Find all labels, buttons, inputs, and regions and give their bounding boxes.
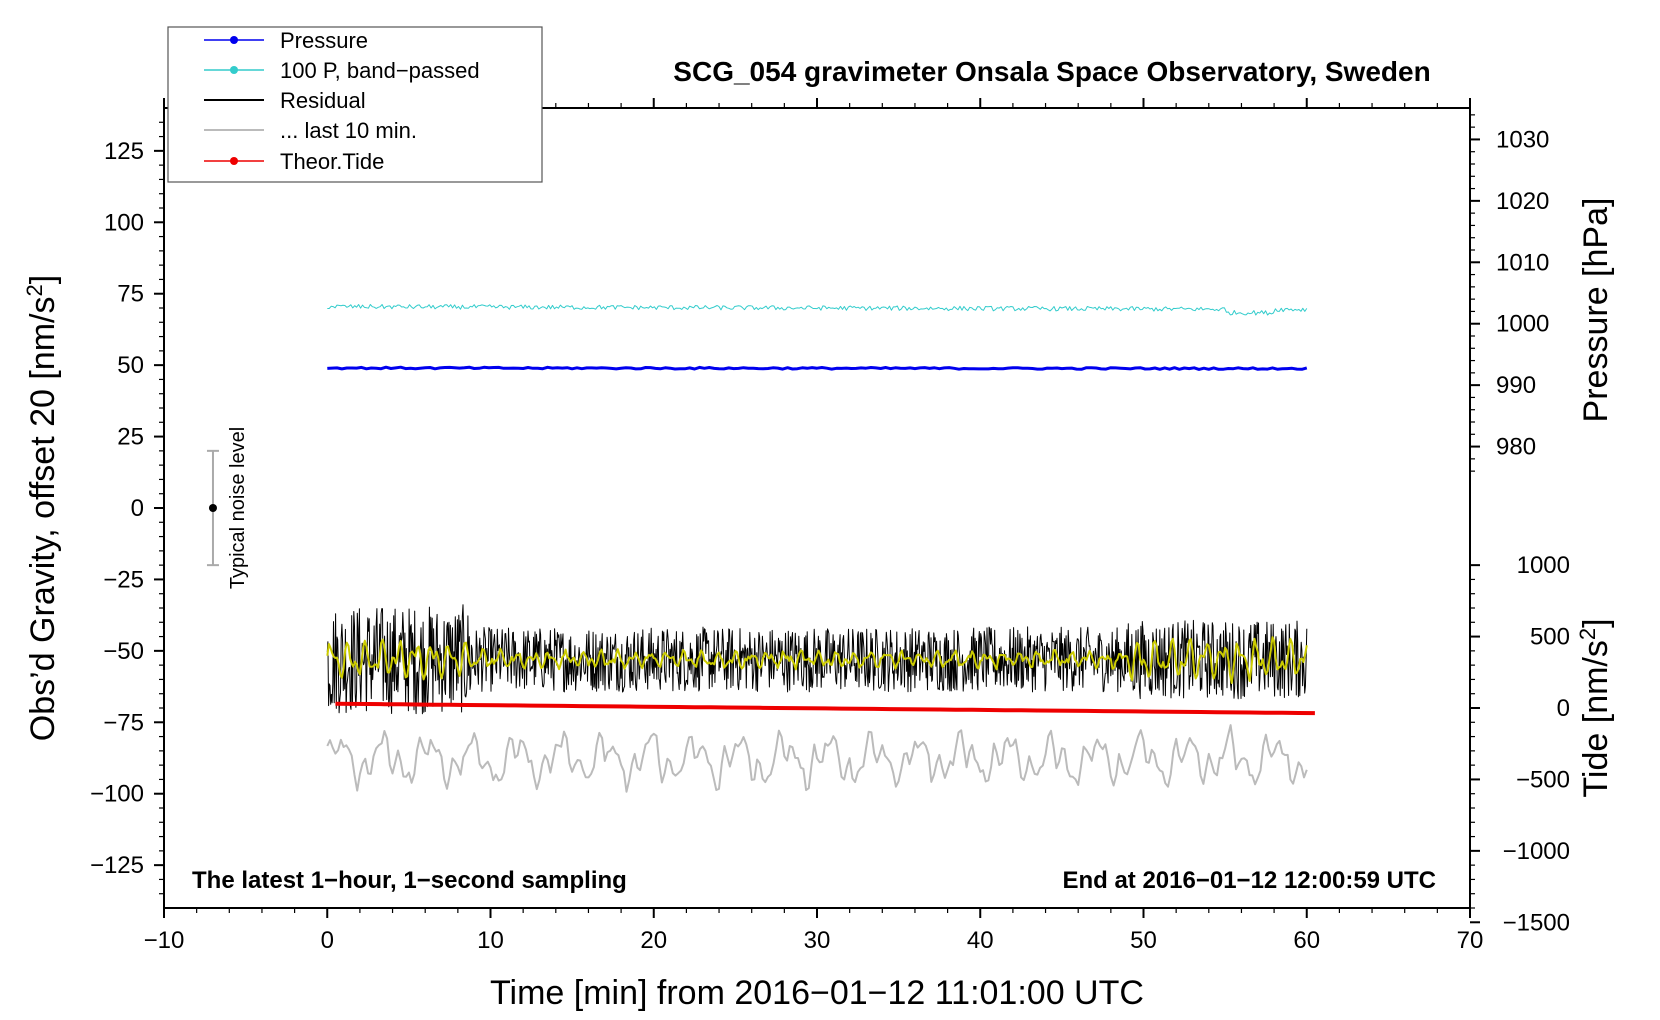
- tide-tick-label: −1500: [1503, 909, 1570, 936]
- legend-item-band-passed: 100 P, band−passed: [204, 58, 480, 83]
- y-tick-label: 0: [131, 495, 144, 522]
- tide-tick-label: 1000: [1517, 552, 1570, 579]
- tide-axis-title-sup: 2: [1575, 628, 1600, 640]
- y-tick-label: −25: [103, 566, 144, 593]
- pressure-tick-label: 1030: [1496, 126, 1549, 153]
- series-pressure: [327, 365, 1308, 371]
- annotation-sampling: The latest 1−hour, 1−second sampling: [192, 867, 627, 894]
- legend: Pressure 100 P, band−passed Residual ...…: [167, 26, 543, 183]
- series-residual: [326, 604, 1308, 715]
- series-band-passed-pressure: [327, 304, 1308, 316]
- pressure-tick-label: 990: [1496, 372, 1536, 399]
- y-axis-title-left: Obs’d Gravity, offset 20 [nm/s2]: [22, 275, 62, 741]
- x-tick-label: 20: [640, 927, 667, 954]
- chart-title: SCG_054 gravimeter Onsala Space Observat…: [673, 56, 1430, 87]
- x-tick-label: 10: [477, 927, 504, 954]
- x-tick-label: 40: [967, 927, 994, 954]
- legend-marker-band-passed: [230, 66, 238, 74]
- tide-tick-label: 0: [1557, 695, 1570, 722]
- y-axis-left: 125 100 75 50 25 0 −25 −50 −75 −100 −125: [90, 121, 164, 895]
- legend-item-last-10-min: ... last 10 min.: [204, 118, 417, 143]
- x-tick-label: 50: [1130, 927, 1157, 954]
- pressure-tick-label: 1010: [1496, 249, 1549, 276]
- x-tick-label: 70: [1457, 927, 1484, 954]
- y-tick-label: −75: [103, 709, 144, 736]
- legend-box: [167, 26, 543, 183]
- y-axis-title-left-main: Obs’d Gravity, offset 20 [nm/s: [24, 297, 62, 742]
- y-tick-label: −50: [103, 638, 144, 665]
- y-tick-label: 125: [104, 138, 144, 165]
- noise-center-dot: [208, 504, 217, 512]
- tide-tick-label: 500: [1530, 624, 1570, 651]
- x-tick-label: 30: [804, 927, 831, 954]
- x-tick-label: 0: [321, 927, 334, 954]
- pressure-tick-label: 980: [1496, 434, 1536, 461]
- series-layer: [326, 304, 1315, 793]
- tide-axis: 1000 500 0 −500 −1000 −1500: [1470, 552, 1570, 936]
- tide-axis-title-close: ]: [1577, 618, 1615, 627]
- annotation-end-time: End at 2016−01−12 12:00:59 UTC: [1062, 867, 1436, 894]
- x-axis: −10 0 10 20 30 40 50 60 70: [144, 98, 1484, 954]
- series-last-10-min: [326, 724, 1308, 793]
- x-axis-title: Time [min] from 2016−01−12 11:01:00 UTC: [490, 974, 1144, 1012]
- pressure-axis: 1030 1020 1010 1000 990 980: [1470, 114, 1549, 472]
- series-residual-smoothed: [326, 636, 1308, 684]
- tide-axis-title: Tide [nm/s2]: [1575, 618, 1615, 797]
- tide-axis-title-main: Tide [nm/s: [1577, 640, 1615, 797]
- x-tick-label: 60: [1293, 927, 1320, 954]
- pressure-axis-title: Pressure [hPa]: [1577, 198, 1615, 423]
- noise-label: Typical noise level: [227, 427, 249, 589]
- x-tick-label: −10: [144, 927, 185, 954]
- y-tick-label: −100: [90, 781, 144, 808]
- y-tick-label: 75: [117, 281, 144, 308]
- plot-frame: [163, 107, 1471, 909]
- legend-label-last-10-min: ... last 10 min.: [280, 118, 417, 143]
- y-tick-label: 50: [117, 352, 144, 379]
- legend-marker-theor-tide: [230, 157, 238, 165]
- legend-label-pressure: Pressure: [280, 28, 368, 53]
- legend-label-residual: Residual: [280, 88, 366, 113]
- series-theor-tide: [335, 701, 1315, 716]
- legend-item-theor-tide: Theor.Tide: [204, 149, 384, 174]
- y-tick-label: 25: [117, 424, 144, 451]
- legend-item-pressure: Pressure: [204, 28, 368, 53]
- tide-tick-label: −500: [1516, 766, 1570, 793]
- y-axis-title-left-close: ]: [24, 275, 62, 284]
- legend-label-band-passed: 100 P, band−passed: [280, 58, 480, 83]
- noise-indicator: Typical noise level: [206, 427, 249, 589]
- pressure-tick-label: 1000: [1496, 311, 1549, 338]
- y-tick-label: 100: [104, 209, 144, 236]
- tide-tick-label: −1000: [1503, 838, 1570, 865]
- y-axis-title-left-sup: 2: [22, 284, 47, 296]
- pressure-tick-label: 1020: [1496, 188, 1549, 215]
- legend-marker-pressure: [230, 36, 238, 44]
- y-tick-label: −125: [90, 852, 144, 879]
- legend-label-theor-tide: Theor.Tide: [280, 149, 384, 174]
- legend-item-residual: Residual: [204, 88, 366, 113]
